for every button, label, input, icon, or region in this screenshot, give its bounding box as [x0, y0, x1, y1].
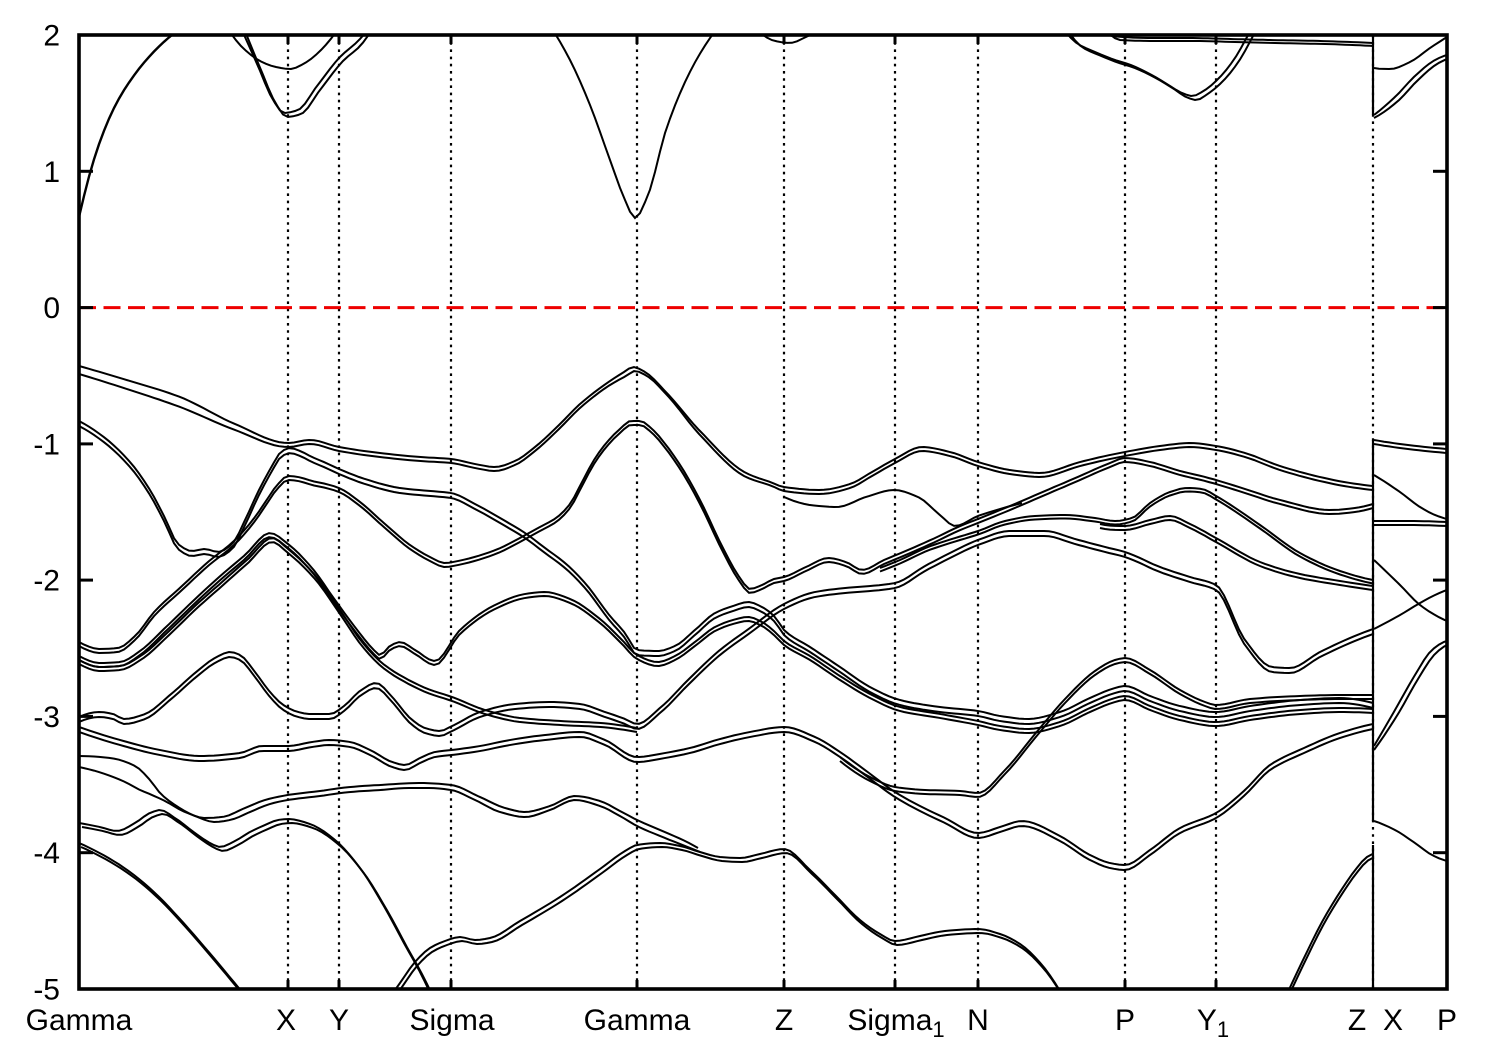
- svg-text:-5: -5: [33, 974, 60, 1007]
- svg-text:Sigma: Sigma: [409, 1004, 494, 1037]
- svg-text:-4: -4: [33, 837, 60, 870]
- svg-text:Gamma: Gamma: [584, 1004, 691, 1037]
- svg-text:Z: Z: [775, 1004, 793, 1037]
- svg-text:Z: Z: [1348, 1004, 1366, 1037]
- svg-text:0: 0: [43, 292, 60, 325]
- svg-text:X: X: [276, 1004, 296, 1037]
- svg-text:-2: -2: [33, 565, 60, 598]
- svg-text:Gamma: Gamma: [26, 1004, 133, 1037]
- svg-text:N: N: [967, 1004, 989, 1037]
- svg-text:-1: -1: [33, 428, 60, 461]
- svg-text:-3: -3: [33, 701, 60, 734]
- svg-text:2: 2: [43, 20, 60, 53]
- svg-text:Sigma1: Sigma1: [847, 1004, 944, 1042]
- svg-text:P: P: [1437, 1004, 1457, 1037]
- svg-text:Y: Y: [329, 1004, 349, 1037]
- svg-text:1: 1: [43, 156, 60, 189]
- svg-text:P: P: [1115, 1004, 1135, 1037]
- svg-text:X: X: [1383, 1004, 1403, 1037]
